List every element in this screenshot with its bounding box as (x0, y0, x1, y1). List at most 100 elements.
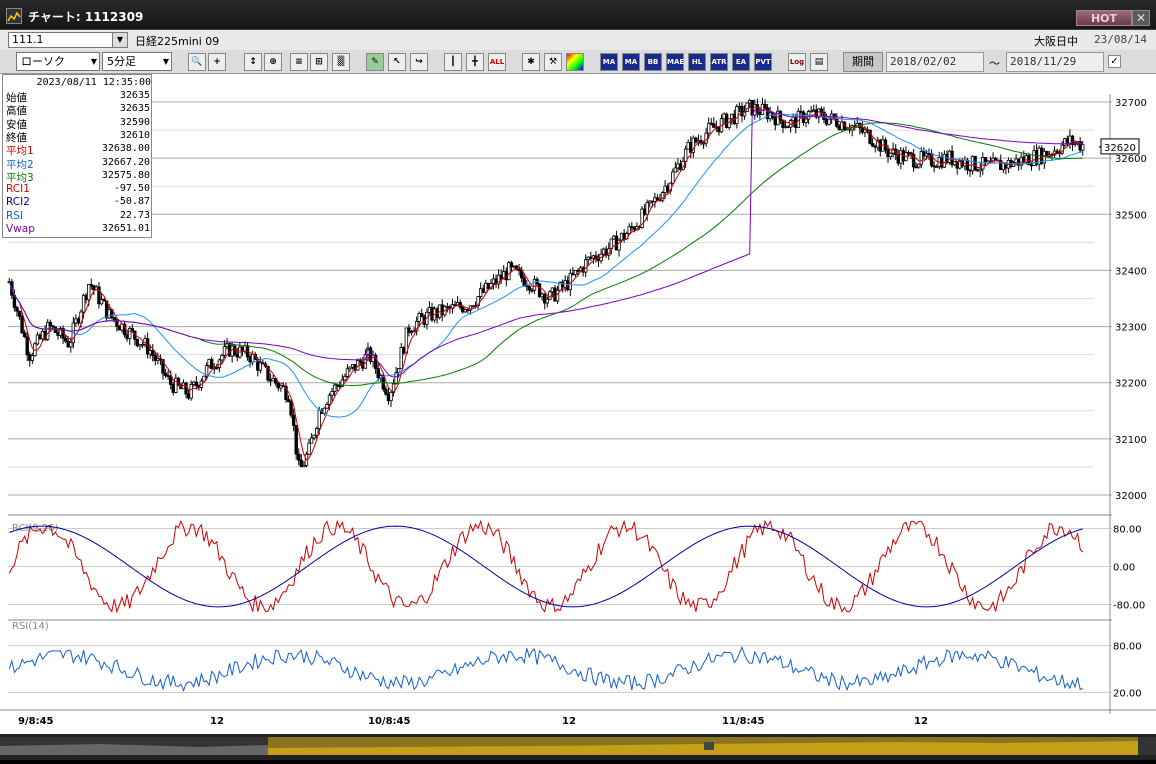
chevron-down-icon[interactable]: ▼ (112, 32, 128, 48)
candle-body (409, 331, 414, 334)
symbol-bar: 111.1 ▼ 日経225mini 09 大阪日中 23/08/14 (0, 30, 1156, 50)
indicator-pvt-button[interactable]: PVT (754, 53, 772, 71)
candle-body (509, 262, 514, 268)
hot-button[interactable]: HOT (1076, 10, 1132, 26)
candle-body (389, 391, 393, 402)
candle-body (476, 296, 480, 307)
rci-axis-label: 80.00 (1113, 525, 1142, 536)
candle-body (17, 310, 22, 317)
candle-body (315, 427, 319, 436)
candle-body (20, 316, 24, 334)
candle-body (911, 153, 916, 168)
all-button[interactable]: ALL (488, 53, 506, 71)
chevron-down-icon: ▼ (90, 57, 97, 66)
candle-body (168, 376, 173, 385)
candle-body (809, 110, 813, 113)
candle-body (691, 137, 696, 153)
rsi-panel-title: RSI(14) (12, 621, 49, 632)
date-from-input[interactable]: 2018/02/02 (886, 52, 984, 72)
indicator-bb-button[interactable]: BB (644, 53, 662, 71)
chart-type-select[interactable]: ローソク ▼ (16, 52, 100, 71)
info-row: 高値 32635 (3, 103, 153, 117)
indicator-ea-button[interactable]: EA (732, 53, 750, 71)
checkbox-checked-icon[interactable]: ✓ (1108, 55, 1121, 68)
candle-body (763, 103, 767, 109)
candle-body (115, 319, 119, 327)
candle-body (617, 239, 621, 251)
candle-body (1070, 135, 1075, 145)
time-axis-label: 12 (914, 716, 928, 727)
chevron-down-icon: ▼ (162, 57, 169, 66)
period-button[interactable]: 期間 (843, 52, 883, 72)
zoom-out-icon[interactable]: ⊕ (264, 53, 282, 71)
rsi-line (8, 645, 1083, 692)
vwap-line (8, 109, 1083, 378)
date-to-input[interactable]: 2018/11/29 (1006, 52, 1104, 72)
candle-body (345, 368, 350, 377)
symbol-name: 日経225mini 09 (135, 35, 220, 48)
candle-body (204, 365, 209, 377)
window-title: チャート: 1112309 (28, 10, 144, 24)
pointer-icon[interactable]: ↪ (410, 53, 428, 71)
settings-icon[interactable]: ✱ (522, 53, 540, 71)
chart-area[interactable]: 32700 32600 32500 32400 32300 32200 32100 32000… (0, 74, 1156, 760)
pen-tool-icon[interactable]: ✎ (366, 53, 384, 71)
candle-body (289, 401, 293, 416)
interval-select[interactable]: 5分足 ▼ (102, 52, 172, 71)
candle-body (46, 321, 50, 340)
log-scale-button[interactable]: Log (788, 53, 806, 71)
price-axis-label: 32400 (1115, 266, 1147, 277)
candle-icon[interactable]: ┃ (444, 53, 462, 71)
info-value: -50.87 (113, 196, 150, 208)
info-value: 32635 (119, 103, 150, 115)
indicator-ma1-button[interactable]: MA (600, 53, 618, 71)
info-label: 安値 (6, 118, 27, 131)
info-datetime-row: 2023/08/11 12:35:00 (3, 77, 153, 90)
text-icon[interactable]: ⊞ (310, 53, 328, 71)
palette-icon[interactable] (566, 53, 584, 71)
indicator-ma2-button[interactable]: MA (622, 53, 640, 71)
candle-body (627, 226, 631, 234)
indicator-mae-button[interactable]: MAE (666, 53, 684, 71)
candle-body (919, 151, 924, 165)
export-icon[interactable]: ▤ (810, 53, 828, 71)
rci-panel-title: RCI(9,26) (12, 523, 59, 534)
candle-body (161, 359, 165, 374)
indicator-atr-button[interactable]: ATR (710, 53, 728, 71)
candle-body (701, 142, 706, 145)
date-label: 23/08/14 (1094, 33, 1147, 46)
time-axis-label: 11/8:45 (722, 716, 764, 727)
timeline-scrollbar[interactable] (0, 734, 1156, 760)
crosshair-icon[interactable]: + (208, 53, 226, 71)
candle-body (973, 155, 977, 171)
pen-icon[interactable]: ▒ (332, 53, 350, 71)
current-price-label: 32620 (1104, 143, 1136, 154)
info-row: 平均2 32667.20 (3, 157, 153, 171)
indicator-hl-button[interactable]: HL (688, 53, 706, 71)
candle-body (97, 286, 101, 305)
chart-canvas[interactable]: 32700 32600 32500 32400 32300 32200 32100 32000… (0, 74, 1156, 760)
split-icon[interactable]: ╋ (466, 53, 484, 71)
candle-body (89, 284, 93, 287)
candle-body (640, 208, 644, 229)
timeline-overview[interactable] (0, 734, 1156, 760)
search-icon[interactable]: 🔍 (188, 53, 206, 71)
candle-body (527, 286, 532, 291)
candle-body (545, 298, 549, 304)
candle-body (417, 313, 421, 322)
tools-icon[interactable]: ⚒ (544, 53, 562, 71)
zoom-in-icon[interactable]: ↕ (244, 53, 262, 71)
cursor-icon[interactable]: ↖ (388, 53, 406, 71)
candle-body (594, 255, 598, 260)
candle-body (917, 163, 921, 168)
candle-body (373, 354, 378, 369)
price-axis-label: 32000 (1115, 491, 1147, 502)
candle-body (189, 384, 193, 399)
candle-body (81, 294, 86, 313)
candle-body (394, 372, 398, 385)
trend-icon[interactable]: ≡ (290, 53, 308, 71)
info-label: 平均2 (6, 158, 34, 171)
symbol-code-input[interactable]: 111.1 (8, 32, 120, 48)
close-button[interactable]: ✕ (1132, 10, 1150, 26)
toolbar: ローソク ▼ 5分足 ▼ 🔍 + ↕ ⊕ ≡ ⊞ ▒ ✎ ↖ ↪ ┃ ╋ ALL ✱… (0, 50, 1156, 74)
